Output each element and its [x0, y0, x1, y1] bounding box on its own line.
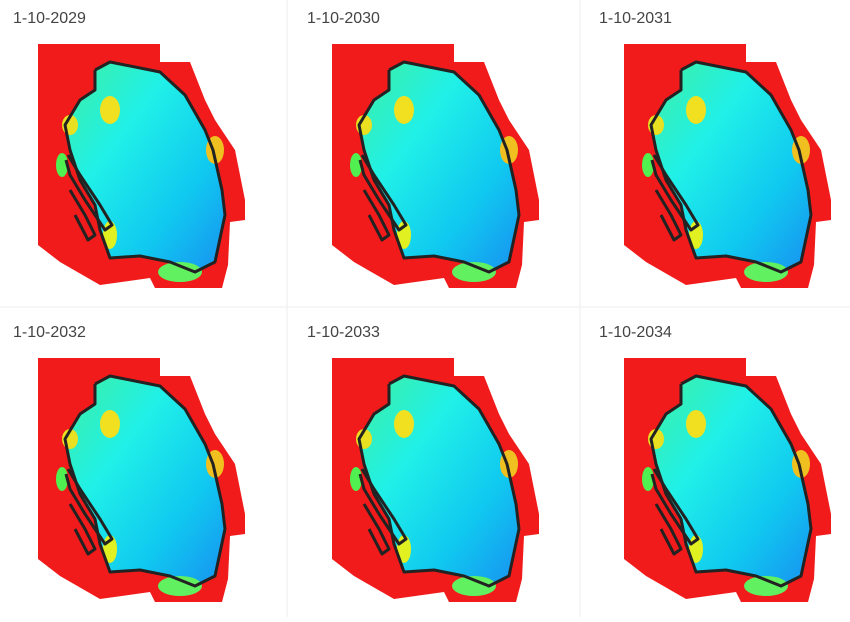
panel-date: 1-10-2032: [13, 324, 86, 341]
map-image: [622, 42, 833, 290]
panel-date: 1-10-2033: [307, 324, 380, 341]
map-image: [330, 42, 541, 290]
map-image: [622, 356, 833, 604]
map-image: [36, 356, 247, 604]
panel-date: 1-10-2030: [307, 10, 380, 27]
panel-date: 1-10-2029: [13, 10, 86, 27]
panel-date: 1-10-2031: [599, 10, 672, 27]
map-image: [36, 42, 247, 290]
map-image: [330, 356, 541, 604]
panel-date: 1-10-2034: [599, 324, 672, 341]
